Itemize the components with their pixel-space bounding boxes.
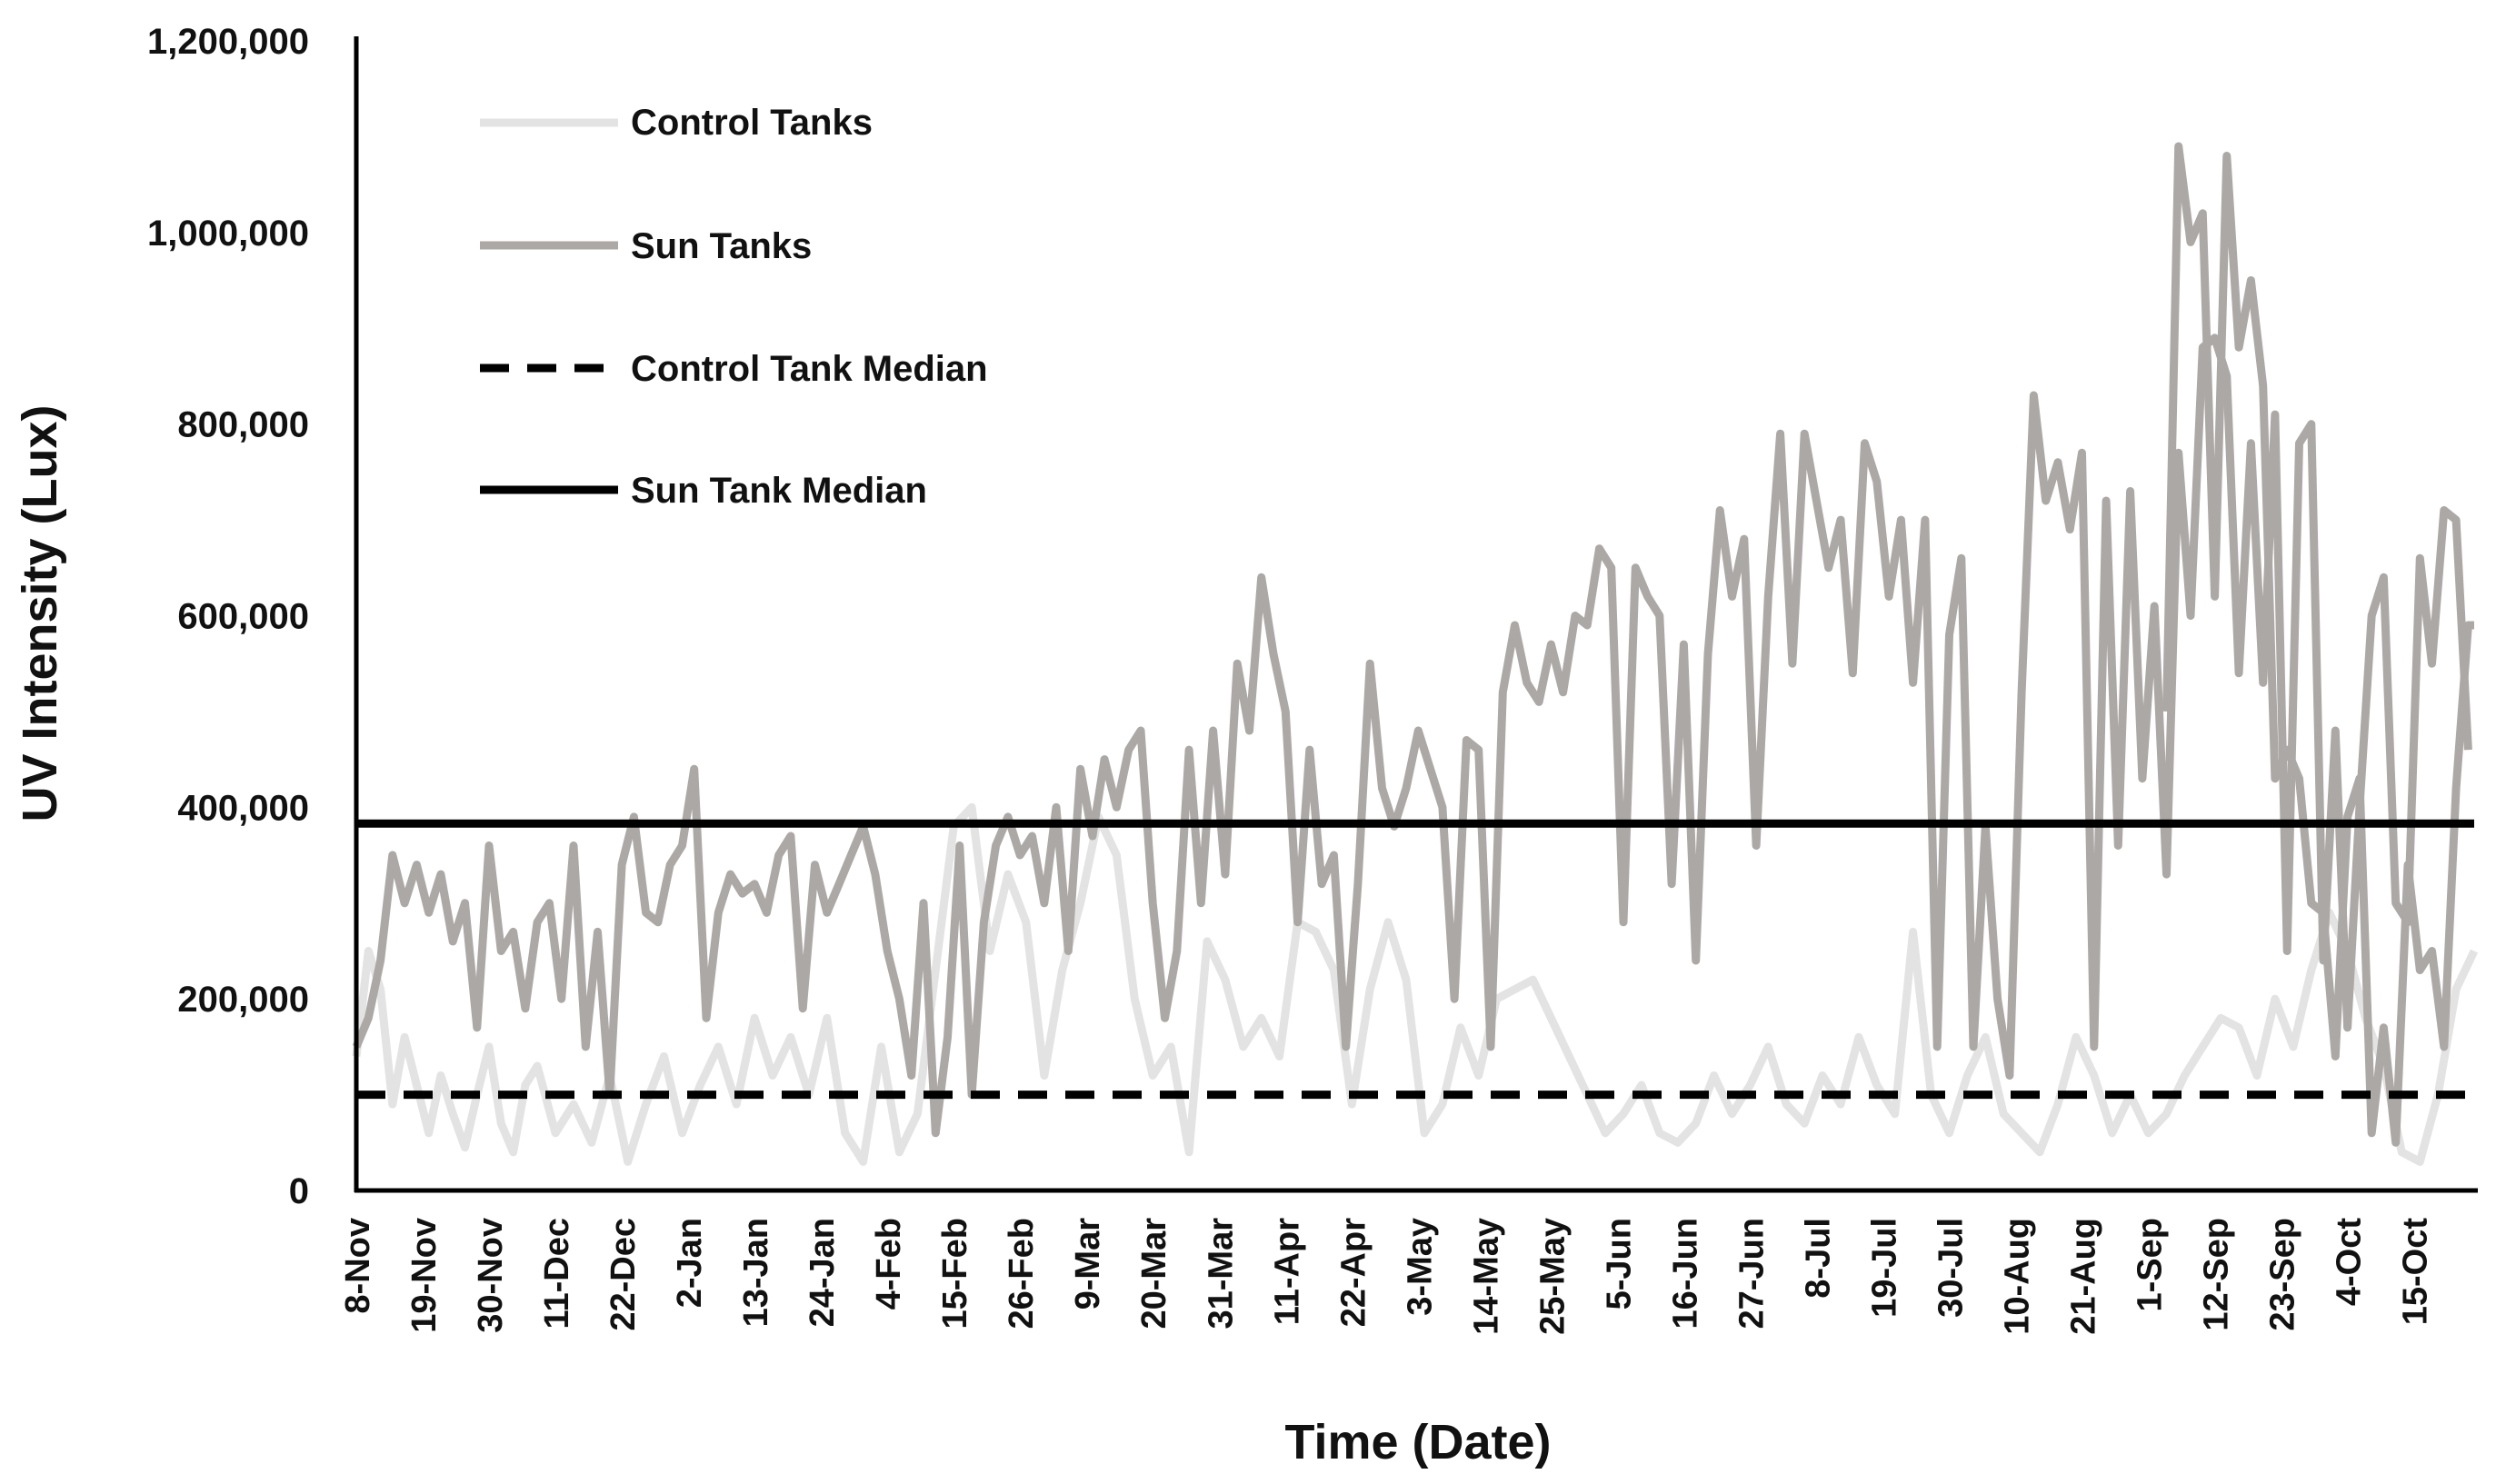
x-tick-label: 14-May [1467, 1218, 1505, 1335]
x-tick-label: 5-Jun [1600, 1218, 1638, 1310]
x-tick-label: 22-Dec [604, 1218, 643, 1331]
x-tick-label: 27-Jun [1732, 1218, 1771, 1329]
x-tick-label: 12-Sep [2198, 1218, 2236, 1331]
x-tick-label: 19-Jul [1866, 1218, 1904, 1318]
y-tick-label: 1,200,000 [147, 22, 309, 62]
y-tick-label: 400,000 [177, 788, 309, 828]
legend-label-control-tank-median: Control Tank Median [631, 349, 988, 389]
y-axis-title: UV Intensity (Lux) [13, 404, 67, 822]
y-tick-label: 200,000 [177, 980, 309, 1020]
legend-label-control-tanks: Control Tanks [631, 103, 873, 143]
x-tick-label: 3-May [1401, 1218, 1439, 1316]
series-line-control-tanks [352, 802, 2479, 1166]
y-tick-label: 0 [289, 1171, 309, 1211]
x-tick-label: 11-Apr [1268, 1218, 1306, 1325]
x-tick-label: 23-Sep [2264, 1218, 2302, 1331]
x-tick-label: 31-Mar [1202, 1218, 1240, 1330]
x-tick-label: 15-Oct [2397, 1218, 2435, 1326]
x-tick-label: 26-Feb [1003, 1218, 1041, 1329]
y-tick-label: 600,000 [177, 597, 309, 637]
legend: Control Tanks Sun Tanks Control Tank Med… [480, 103, 988, 511]
x-tick-label: 8-Jul [1799, 1218, 1837, 1299]
x-tick-label: 21-Aug [2065, 1218, 2103, 1335]
x-tick-labels: 8-Nov 19-Nov 30-Nov 11-Dec 22-Dec 2-Jan 13-Jan… [339, 1218, 2435, 1335]
series-line-sun-tanks [352, 334, 2472, 1138]
series-layer [352, 142, 2479, 1166]
series-line-sun-tanks-after-gap [2162, 142, 2474, 1147]
legend-label-sun-tanks: Sun Tanks [631, 226, 812, 266]
x-tick-label: 4-Oct [2331, 1218, 2369, 1306]
x-tick-label: 20-Mar [1135, 1218, 1173, 1330]
x-tick-label: 11-Dec [538, 1218, 576, 1330]
x-tick-label: 16-Jun [1666, 1218, 1704, 1329]
x-tick-label: 19-Nov [405, 1218, 444, 1333]
x-tick-label: 1-Sep [2132, 1218, 2170, 1311]
x-axis-title: Time (Date) [1284, 1415, 1551, 1469]
legend-label-sun-tank-median: Sun Tank Median [631, 471, 927, 511]
y-tick-label: 800,000 [177, 405, 309, 445]
x-tick-label: 13-Jan [737, 1218, 775, 1327]
x-tick-label: 15-Feb [936, 1218, 974, 1329]
x-tick-label: 30-Jul [1932, 1218, 1971, 1318]
x-tick-label: 30-Nov [472, 1218, 510, 1333]
x-tick-label: 22-Apr [1334, 1218, 1373, 1328]
x-tick-label: 8-Nov [339, 1218, 377, 1314]
x-tick-label: 2-Jan [671, 1218, 709, 1308]
axes-layer [354, 36, 2478, 1193]
y-tick-label: 1,000,000 [147, 214, 309, 254]
x-tick-label: 10-Aug [1999, 1218, 2037, 1335]
x-tick-label: 25-May [1533, 1218, 1572, 1335]
x-tick-label: 4-Feb [870, 1218, 908, 1310]
x-tick-label: 24-Jan [804, 1218, 842, 1327]
y-tick-labels: 0 200,000 400,000 600,000 800,000 1,000,000 1,… [147, 22, 309, 1211]
x-tick-label: 9-Mar [1069, 1218, 1107, 1310]
